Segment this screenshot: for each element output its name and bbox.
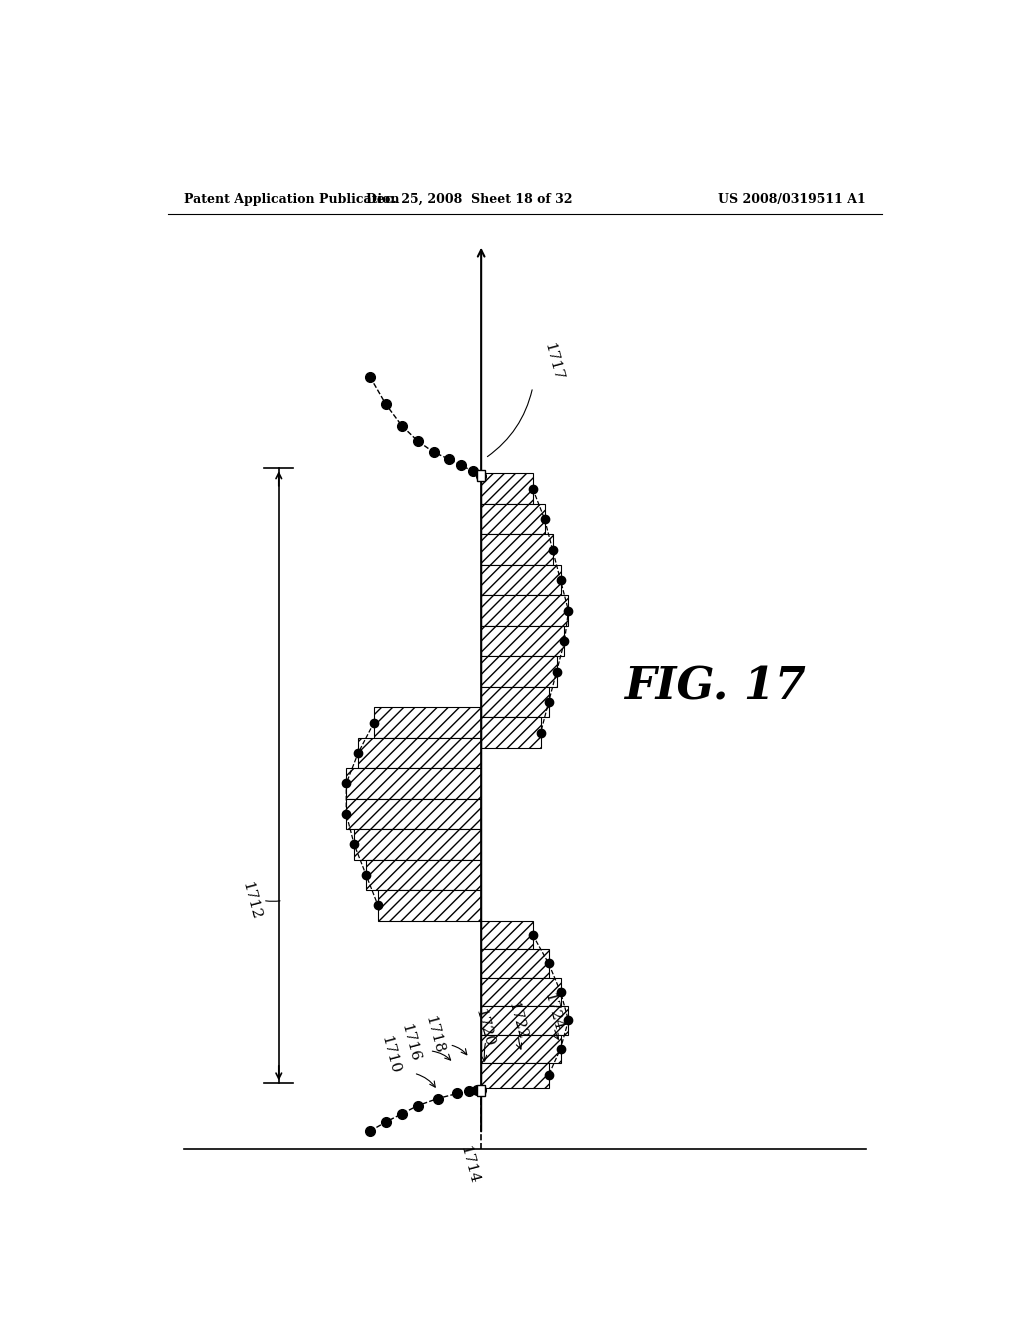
Text: 1710: 1710 [378,1035,401,1076]
Text: US 2008/0319511 A1: US 2008/0319511 A1 [718,193,866,206]
Text: 1724: 1724 [541,991,564,1032]
Bar [477,470,485,480]
Bar [481,718,541,748]
Bar [481,978,560,1006]
Bar [481,504,545,535]
Text: Patent Application Publication: Patent Application Publication [183,193,399,206]
Text: 1720: 1720 [472,1007,496,1048]
Bar [378,890,481,921]
Bar [481,949,549,978]
Bar [481,1006,568,1035]
Bar [481,565,560,595]
Bar [367,859,481,890]
Text: 1716: 1716 [398,1022,422,1063]
Text: Dec. 25, 2008  Sheet 18 of 32: Dec. 25, 2008 Sheet 18 of 32 [366,193,572,206]
Bar [354,829,481,859]
Bar [481,686,549,718]
Text: 1718: 1718 [422,1014,445,1055]
Text: 1712: 1712 [240,880,263,921]
Bar [346,799,481,829]
Bar [481,535,553,565]
Bar [374,708,481,738]
Bar [477,1085,485,1096]
Text: FIG. 17: FIG. 17 [625,665,806,709]
Bar [346,768,481,799]
Bar [481,656,557,686]
Bar [481,1035,560,1063]
Text: 1714: 1714 [458,1144,481,1185]
Bar [481,921,532,949]
Bar [358,738,481,768]
Text: 1717: 1717 [541,341,564,383]
Bar [481,626,564,656]
Bar [481,1063,549,1089]
Text: 1722: 1722 [505,999,528,1041]
Bar [481,474,532,504]
Bar [481,595,568,626]
